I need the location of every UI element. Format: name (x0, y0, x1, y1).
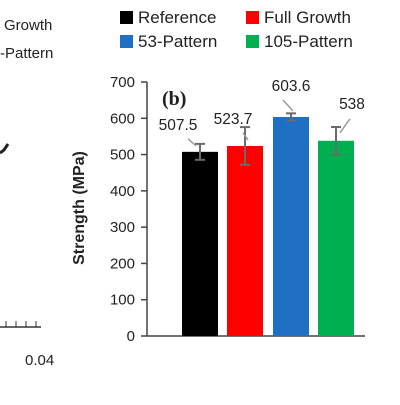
bar-full-growth (227, 145, 263, 336)
data-label-105-pattern: 538 (339, 96, 365, 113)
y-axis-label: Strength (MPa) (71, 151, 88, 265)
axes: 0 100 200 300 400 500 600 700 (110, 74, 365, 345)
y-tick-label: 300 (110, 219, 135, 236)
legend-swatch-full-growth (246, 11, 259, 24)
bar-105-pattern (318, 140, 354, 336)
legend-label-full-growth: Full Growth (264, 8, 351, 27)
data-label-reference: 507.5 (159, 117, 198, 134)
bar-reference (182, 151, 218, 336)
neighbor-legend-fragment-2: -Pattern (0, 45, 53, 62)
error-bars (195, 112, 341, 166)
legend-swatch-reference (120, 11, 133, 24)
y-tick-label: 100 (110, 292, 135, 309)
legend-label-53-pattern: 53-Pattern (138, 32, 217, 51)
legend-swatch-105-pattern (246, 35, 259, 48)
panel-label: (b) (162, 88, 186, 110)
data-label-leader (339, 118, 351, 134)
bars (182, 116, 354, 336)
legend-swatch-53-pattern (120, 35, 133, 48)
data-labels: 507.5 523.7 603.6 538 (159, 78, 365, 147)
neighbor-x-tick-label: 0.04 (25, 352, 54, 369)
data-label-leader (242, 132, 249, 141)
legend-label-105-pattern: 105-Pattern (264, 32, 353, 51)
data-label-53-pattern: 603.6 (272, 78, 311, 95)
y-tick-label: 200 (110, 255, 135, 272)
y-tick-label: 400 (110, 183, 135, 200)
data-label-full-growth: 523.7 (214, 111, 253, 128)
legend-label-reference: Reference (138, 8, 216, 27)
legend: Reference Full Growth 53-Pattern 105-Patter… (120, 8, 353, 51)
bar-53-pattern (273, 116, 309, 336)
y-tick-label: 500 (110, 147, 135, 164)
y-tick-label: 600 (110, 110, 135, 127)
data-label-leader (187, 138, 197, 147)
neighbor-x-ticks (5, 321, 37, 327)
neighbor-legend-fragment-1: Growth (4, 17, 52, 34)
y-tick-label: 700 (110, 74, 135, 91)
neighbor-curve-fragment (0, 143, 10, 155)
y-tick-label: 0 (127, 328, 135, 345)
neighbor-panel: Growth -Pattern 0.04 (0, 17, 54, 369)
data-label-leader (282, 99, 294, 112)
